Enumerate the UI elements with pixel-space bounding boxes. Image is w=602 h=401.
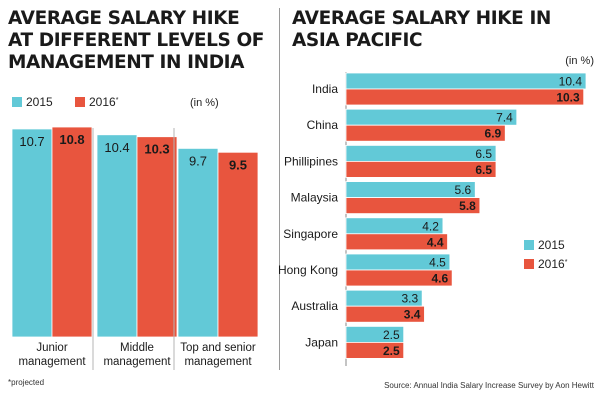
hbar-value-2016-3: 6.5 [475, 163, 492, 177]
hbar-value-2015-6: 4.5 [429, 256, 446, 270]
right-legend-swatch-2015 [524, 240, 534, 250]
bar-value-2015-3: 9.7 [189, 153, 207, 168]
bar-value-2016-3: 9.5 [229, 157, 247, 172]
hbar-2016-7 [345, 305, 425, 323]
bar-value-2016-2: 10.3 [144, 142, 169, 157]
right-legend-label-2015: 2015 [538, 238, 565, 252]
country-label-4: Malaysia [291, 191, 339, 205]
bar-2016-1 [51, 126, 93, 338]
right-legend-label-2016: 2016* [538, 257, 568, 271]
country-label-7: Australia [291, 299, 338, 313]
left-unit-label: (in %) [190, 97, 219, 109]
hbar-value-2016-4: 5.8 [459, 199, 476, 213]
country-label-2: China [307, 118, 339, 132]
bar-value-2016-1: 10.8 [59, 132, 84, 147]
hbar-value-2015-1: 10.4 [559, 75, 583, 89]
hbar-2016-4 [345, 197, 481, 215]
hbar-2016-8 [345, 341, 405, 359]
hbar-value-2015-7: 3.3 [401, 292, 418, 306]
projected-footnote: *projected [8, 378, 45, 387]
hbar-2015-2 [345, 108, 518, 126]
legend-label-2015: 2015 [26, 95, 53, 109]
category-label-1: Junior management [18, 342, 86, 368]
category-label-3: Top and senior management [180, 342, 256, 368]
hbar-value-2016-1: 10.3 [556, 91, 580, 105]
source-note: Source: Annual India Salary Increase Sur… [384, 381, 594, 390]
hbar-2015-3 [345, 144, 497, 162]
bar-2015-3 [177, 147, 219, 338]
legend-swatch-2016 [75, 97, 85, 107]
hbar-value-2016-8: 2.5 [383, 344, 400, 358]
right-legend-swatch-2016 [524, 259, 534, 269]
panel-divider [279, 8, 280, 370]
hbar-value-2015-5: 4.2 [422, 219, 439, 233]
hbar-value-2015-3: 6.5 [475, 147, 492, 161]
country-label-5: Singapore [283, 227, 338, 241]
hbar-2016-6 [345, 269, 453, 287]
hbar-value-2016-5: 4.4 [427, 235, 444, 249]
asia-pacific-chart: (in %) India 10.4 10.3 China 7.4 6.9 Phillipine… [278, 55, 594, 366]
left-chart-title: AVERAGE SALARY HIKE AT DIFFERENT LEVELS … [8, 8, 265, 73]
hbar-2015-1 [345, 72, 587, 90]
right-unit-label: (in %) [565, 55, 594, 67]
hbar-value-2015-2: 7.4 [496, 111, 513, 125]
hbar-value-2015-4: 5.6 [455, 183, 472, 197]
hbar-2016-1 [345, 88, 585, 106]
hbar-value-2016-2: 6.9 [485, 127, 502, 141]
bar-value-2015-2: 10.4 [104, 140, 129, 155]
legend-swatch-2015 [12, 97, 22, 107]
bar-value-2015-1: 10.7 [19, 134, 44, 149]
country-label-8: Japan [305, 335, 338, 349]
hbar-2016-5 [345, 233, 448, 251]
hbar-2016-3 [345, 160, 497, 178]
hbar-value-2016-7: 3.4 [404, 308, 421, 322]
country-label-3: Phillipines [284, 154, 338, 168]
country-label-6: Hong Kong [278, 263, 338, 277]
hbar-2016-2 [345, 124, 506, 142]
legend-label-2016: 2016* [89, 95, 119, 109]
bar-2016-3 [217, 151, 259, 338]
category-label-2: Middle management [103, 342, 171, 368]
right-chart-title: AVERAGE SALARY HIKE IN ASIA PACIFIC [292, 8, 552, 51]
country-label-1: India [312, 82, 338, 96]
hbar-value-2015-8: 2.5 [383, 328, 400, 342]
management-levels-chart: 2015 2016* (in %) 10.7 10.8 Junior management 1… [11, 95, 259, 370]
bar-2016-2 [136, 136, 178, 338]
hbar-value-2016-6: 4.6 [431, 272, 448, 286]
